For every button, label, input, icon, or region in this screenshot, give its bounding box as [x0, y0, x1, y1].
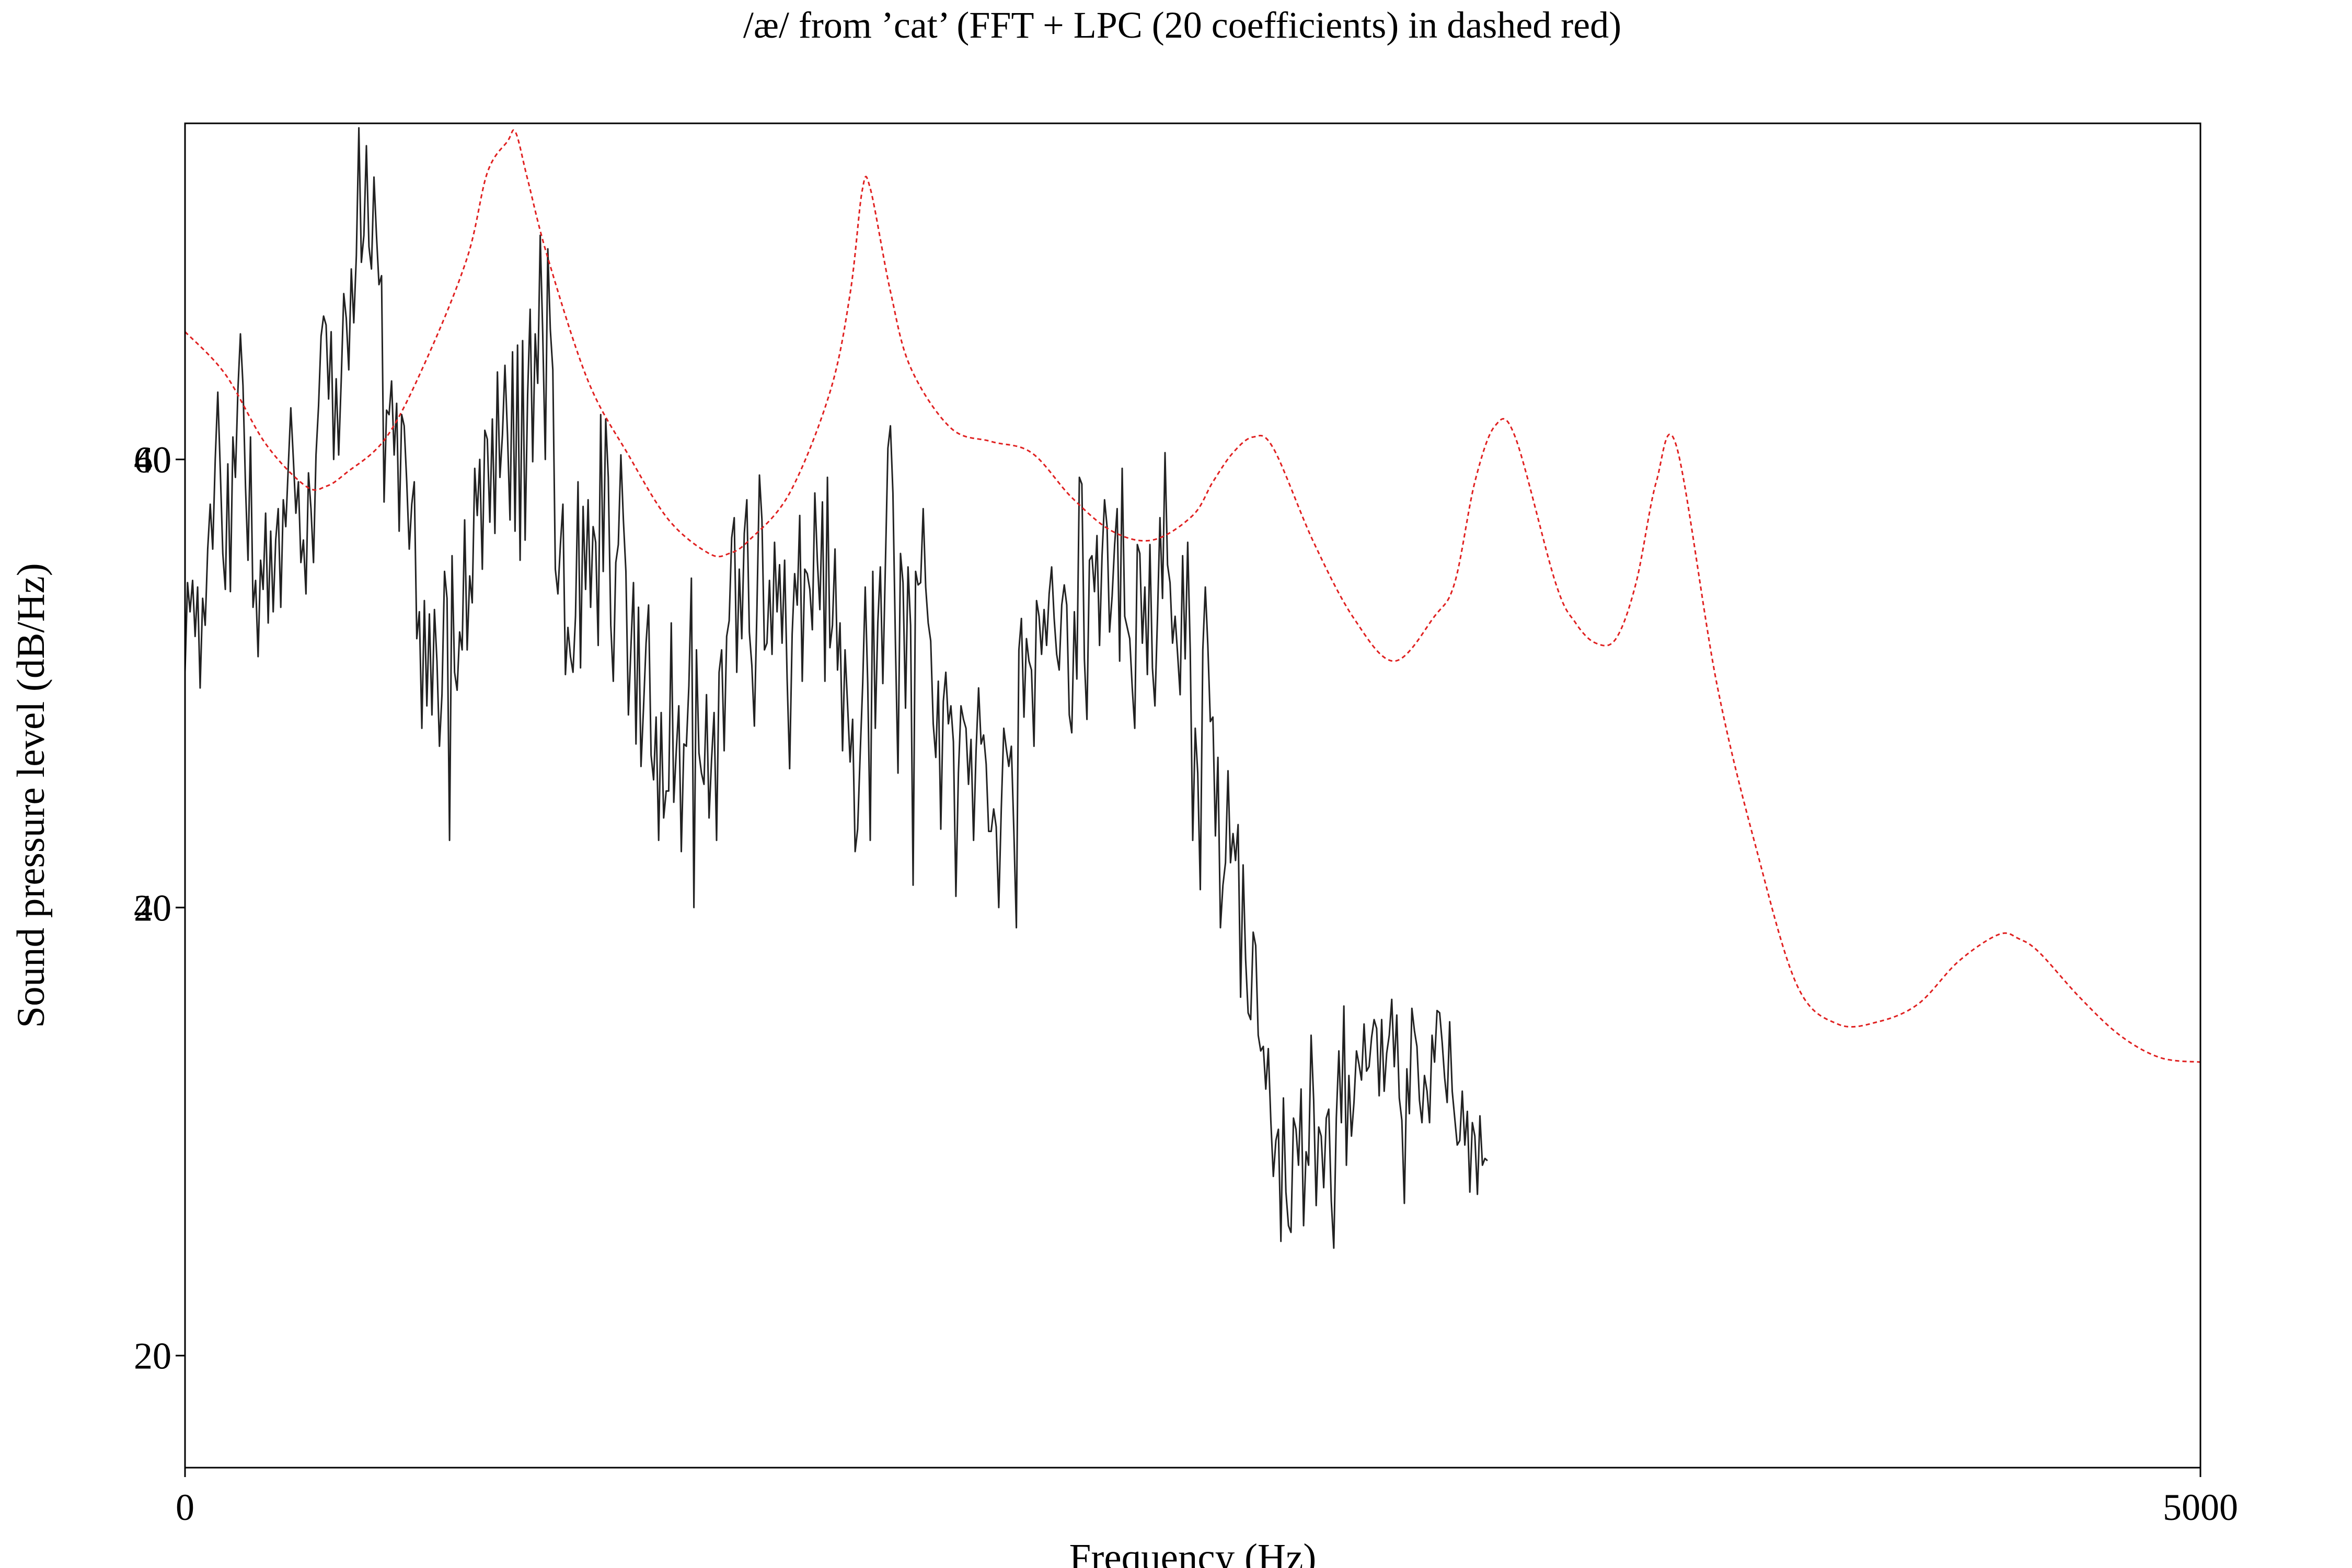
x-tick-label-5000: 5000 [2163, 1486, 2238, 1528]
y2-tick-label-40: 40 [134, 439, 171, 481]
x-axis-label: Frequency (Hz) [1069, 1536, 1317, 1568]
plot-frame [184, 122, 2201, 1469]
y2-tick-label-20: 20 [134, 887, 171, 929]
y-axis-label: Sound pressure level (dB/Hz) [9, 563, 53, 1028]
y-tick-label-40: 40 [134, 887, 171, 929]
y-tick-label-20: 20 [134, 1335, 171, 1377]
fft-line [184, 127, 1488, 1249]
x-tick-label-0: 0 [176, 1486, 194, 1528]
fft-series [184, 127, 1488, 1249]
chart-title: /æ/ from ’cat’ (FFT + LPC (20 coefficien… [743, 4, 1621, 46]
y2-tick-label-0: 0 [153, 1335, 171, 1377]
lpc-series [184, 129, 2201, 1063]
lpc-envelope-line [184, 129, 2201, 1063]
y-tick-label-60: 60 [134, 439, 171, 481]
